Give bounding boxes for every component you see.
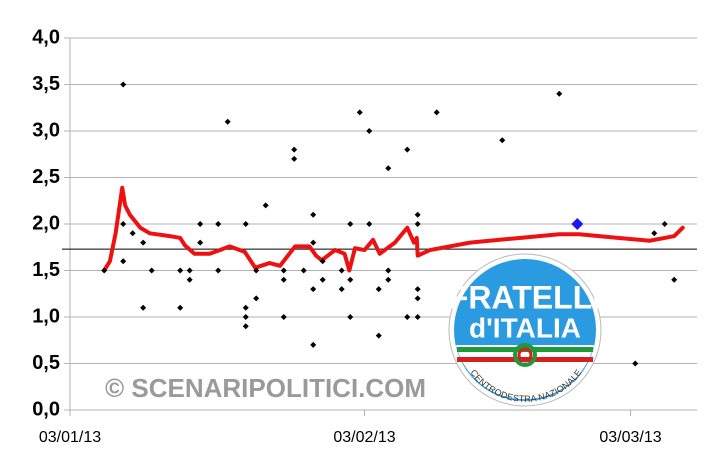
point [319,276,326,283]
point [366,128,373,134]
point [242,304,249,311]
y-tick-label: 1,5 [32,259,60,281]
point [404,146,411,153]
point [253,267,260,274]
y-tick-label: 4,0 [32,26,60,48]
point [280,276,287,283]
point [280,267,287,274]
point [385,165,392,172]
point [242,323,249,330]
y-tick-label: 3,5 [32,73,60,95]
point [347,276,354,283]
y-tick-label: 2,5 [32,166,60,188]
logo-subtitle: d'ITALIA [469,312,581,343]
point [215,221,222,227]
point [632,360,639,367]
point [310,211,317,218]
watermark: © SCENARIPOLITICI.COM [105,373,426,403]
point [140,239,147,246]
point [671,276,678,283]
point [556,90,563,97]
point [310,239,317,246]
logo: FRATELLI d'ITALIA CENTRODESTRA NAZIONALE [448,253,602,407]
point [319,258,326,265]
point [177,304,184,311]
logo-title: FRATELLI [449,279,601,315]
point [120,81,127,88]
trend-line [102,185,685,273]
y-tick-label: 0,0 [32,398,60,420]
marks [62,81,697,367]
x-tick-label: 03/03/13 [599,429,661,446]
point [148,267,155,274]
point [347,314,354,320]
point [347,221,354,227]
point [385,267,392,274]
point [414,211,421,218]
point [310,341,317,348]
logo-knot [513,343,537,367]
point [129,230,136,237]
point [375,286,382,293]
point [499,137,506,144]
point [356,109,363,116]
point [385,276,392,283]
point [291,146,298,153]
point [338,286,345,293]
point [404,314,411,320]
logo-knot [517,347,533,363]
point [197,239,204,246]
x-tick-label: 03/02/13 [333,429,395,446]
point [366,221,373,227]
point [224,118,231,125]
grid: 0,0 0,5 1,0 1,5 2,0 2,5 3,0 3,5 4,0 03/01/13 03/02… [32,26,697,446]
point [291,155,298,162]
point [300,267,307,274]
point [101,267,108,274]
point [177,267,184,274]
y-tick-label: 3,0 [32,119,60,141]
point [414,221,421,227]
point [433,109,440,116]
point [338,267,345,274]
x-tick-label: 03/01/13 [39,429,101,446]
point [253,295,260,302]
point [375,332,382,339]
point [120,258,127,265]
point [242,314,249,320]
point [242,221,249,227]
y-tick-label: 1,0 [32,305,60,327]
point [310,286,317,293]
y-tick-label: 2,0 [32,212,60,234]
point [215,267,222,274]
point [661,221,668,227]
point [186,267,193,274]
point [414,286,421,293]
y-tick-label: 0,5 [32,352,60,374]
point [186,276,193,283]
point [651,230,658,237]
point [140,304,147,311]
point [280,314,287,320]
point [262,202,269,209]
point [120,221,127,227]
point [197,221,204,227]
point [414,295,421,302]
highlight-point [571,218,584,230]
point [414,314,421,320]
